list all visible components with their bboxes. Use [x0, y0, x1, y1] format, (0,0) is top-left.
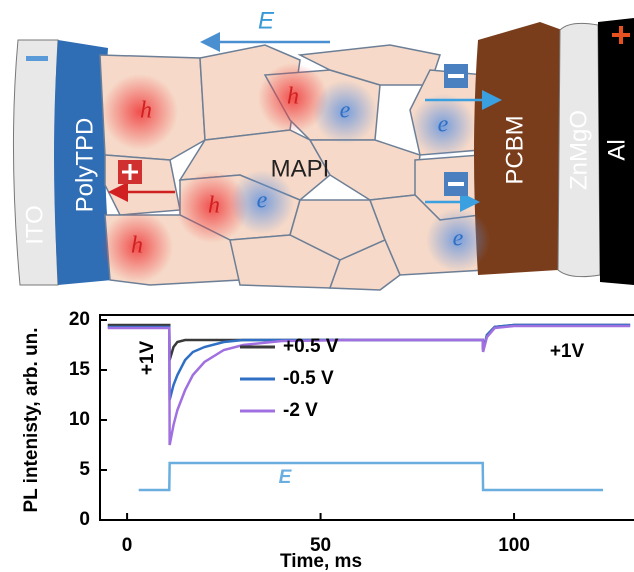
annotation: +1V: [550, 341, 585, 362]
legend-label: -2 V: [283, 400, 318, 421]
y-tick-label: 15: [69, 359, 91, 380]
figure: h h e e h e h e ITO PolyTPD MAPI PCBM Zn…: [0, 0, 634, 572]
carrier-label: e: [453, 226, 464, 252]
device-schematic: h h e e h e h e ITO PolyTPD MAPI PCBM Zn…: [13, 7, 634, 290]
x-tick-label: 0: [122, 535, 133, 556]
legend-label: +0.5 V: [283, 336, 339, 357]
carrier-label: e: [340, 98, 351, 124]
carrier-label: e: [438, 112, 449, 138]
series-label: E: [279, 467, 293, 488]
carrier-label: h: [131, 233, 143, 259]
y-axis-label: PL intenisty, arb. un.: [21, 327, 42, 512]
series-line: [139, 463, 603, 490]
layer-label: PolyTPD: [71, 118, 98, 213]
carrier-label: h: [287, 84, 299, 110]
minus-sign: [26, 56, 48, 61]
layer-label: PCBM: [501, 115, 528, 184]
carrier-label: h: [208, 193, 220, 219]
y-tick-label: 5: [79, 459, 90, 480]
layer-label: MAPI: [271, 155, 330, 182]
carrier-label: e: [257, 188, 268, 214]
y-tick-label: 20: [69, 309, 90, 330]
field-label: E: [258, 7, 275, 34]
pl-chart: PL intenisty, arb. un. Time, ms 05101520…: [21, 309, 634, 572]
x-tick-label: 50: [310, 535, 331, 556]
legend-label: -0.5 V: [283, 368, 334, 389]
annotation: +1V: [137, 341, 158, 376]
y-tick-label: 0: [79, 509, 90, 530]
layer-label: ITO: [21, 205, 48, 245]
x-tick-label: 100: [498, 535, 530, 556]
carrier-label: h: [140, 98, 152, 124]
layer-label: ZnMgO: [565, 110, 592, 190]
y-tick-label: 10: [69, 409, 90, 430]
ito-layer: [13, 40, 58, 285]
layer-label: Al: [603, 139, 630, 160]
